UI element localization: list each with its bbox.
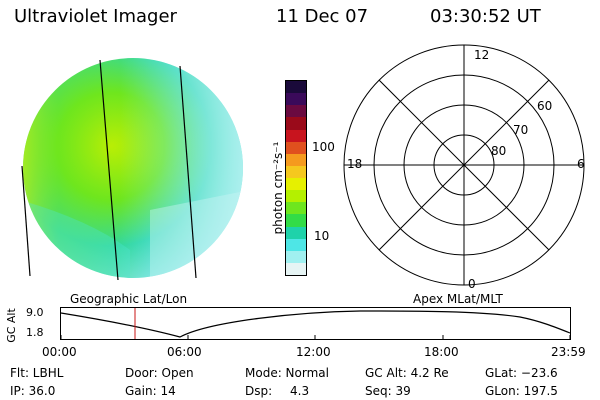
lat-label-70: 70 — [513, 123, 528, 137]
dsp-label: Dsp: — [245, 384, 273, 398]
colorbar-segment — [286, 214, 306, 227]
mlt-label-18: 18 — [347, 157, 362, 171]
x-tick-0000: 00:00 — [42, 345, 77, 359]
altitude-timeline — [60, 307, 571, 340]
colorbar-segment — [286, 117, 306, 130]
colorbar-segment — [286, 165, 306, 178]
colorbar-tick-100: 100 — [312, 140, 335, 154]
polar-diagonal-2 — [378, 79, 550, 251]
colorbar-segment — [286, 250, 306, 263]
x-tick-1200: 12:00 — [296, 345, 331, 359]
mlt-label-0: 0 — [468, 277, 476, 291]
mlt-label-6: 6 — [577, 157, 585, 171]
apex-mlat-mlt-label: Apex MLat/MLT — [413, 292, 503, 306]
earth-image-panel — [21, 58, 243, 281]
app-title: Ultraviolet Imager — [14, 6, 177, 27]
colorbar-segment — [286, 226, 306, 239]
door-readout: Door: Open — [125, 366, 194, 380]
longitude-lines — [21, 59, 197, 281]
lat-label-80: 80 — [491, 144, 506, 158]
time-readout: 03:30:52 UT — [430, 6, 541, 27]
glon-readout: GLon: 197.5 — [485, 384, 558, 398]
colorbar-segment — [286, 178, 306, 191]
gc-alt-axis-label: GC Alt — [4, 308, 18, 343]
date-readout: 11 Dec 07 — [276, 6, 369, 27]
polar-plot: 12 18 6 0 60 70 80 — [343, 44, 585, 291]
earth-disk — [23, 58, 243, 278]
filter-readout: Flt: LBHL — [10, 366, 64, 380]
y-tick-1-8: 1.8 — [26, 326, 44, 339]
dsp-value: 4.3 — [290, 384, 310, 398]
y-tick-9: 9.0 — [26, 306, 44, 319]
ip-readout: IP: 36.0 — [10, 384, 56, 398]
altitude-curve — [60, 310, 571, 338]
geographic-latlon-label: Geographic Lat/Lon — [70, 292, 188, 306]
glat-readout: GLat: −23.6 — [485, 366, 558, 380]
colorbar-segment — [286, 153, 306, 166]
colorbar-segment — [286, 238, 306, 251]
x-tick-2359: 23:59 — [551, 345, 586, 359]
gain-readout: Gain: 14 — [125, 384, 176, 398]
colorbar-tick-10: 10 — [314, 229, 330, 243]
gc-alt-readout: GC Alt: 4.2 Re — [365, 366, 449, 380]
colorbar-segment — [286, 105, 306, 118]
colorbar-unit-label: photon cm⁻²s⁻¹ — [271, 141, 285, 235]
colorbar-segment — [286, 202, 306, 215]
lat-label-60: 60 — [537, 99, 552, 113]
colorbar-segment — [286, 262, 306, 275]
mlt-label-12: 12 — [474, 48, 489, 62]
colorbar-segment — [286, 141, 306, 154]
colorbar-segment — [286, 81, 306, 94]
colorbar-segment — [286, 93, 306, 106]
x-tick-1800: 18:00 — [424, 345, 459, 359]
x-tick-0600: 06:00 — [167, 345, 202, 359]
colorbar — [285, 80, 307, 276]
colorbar-segment — [286, 190, 306, 203]
seq-readout: Seq: 39 — [365, 384, 411, 398]
colorbar-segment — [286, 129, 306, 142]
mode-readout: Mode: Normal — [245, 366, 329, 380]
